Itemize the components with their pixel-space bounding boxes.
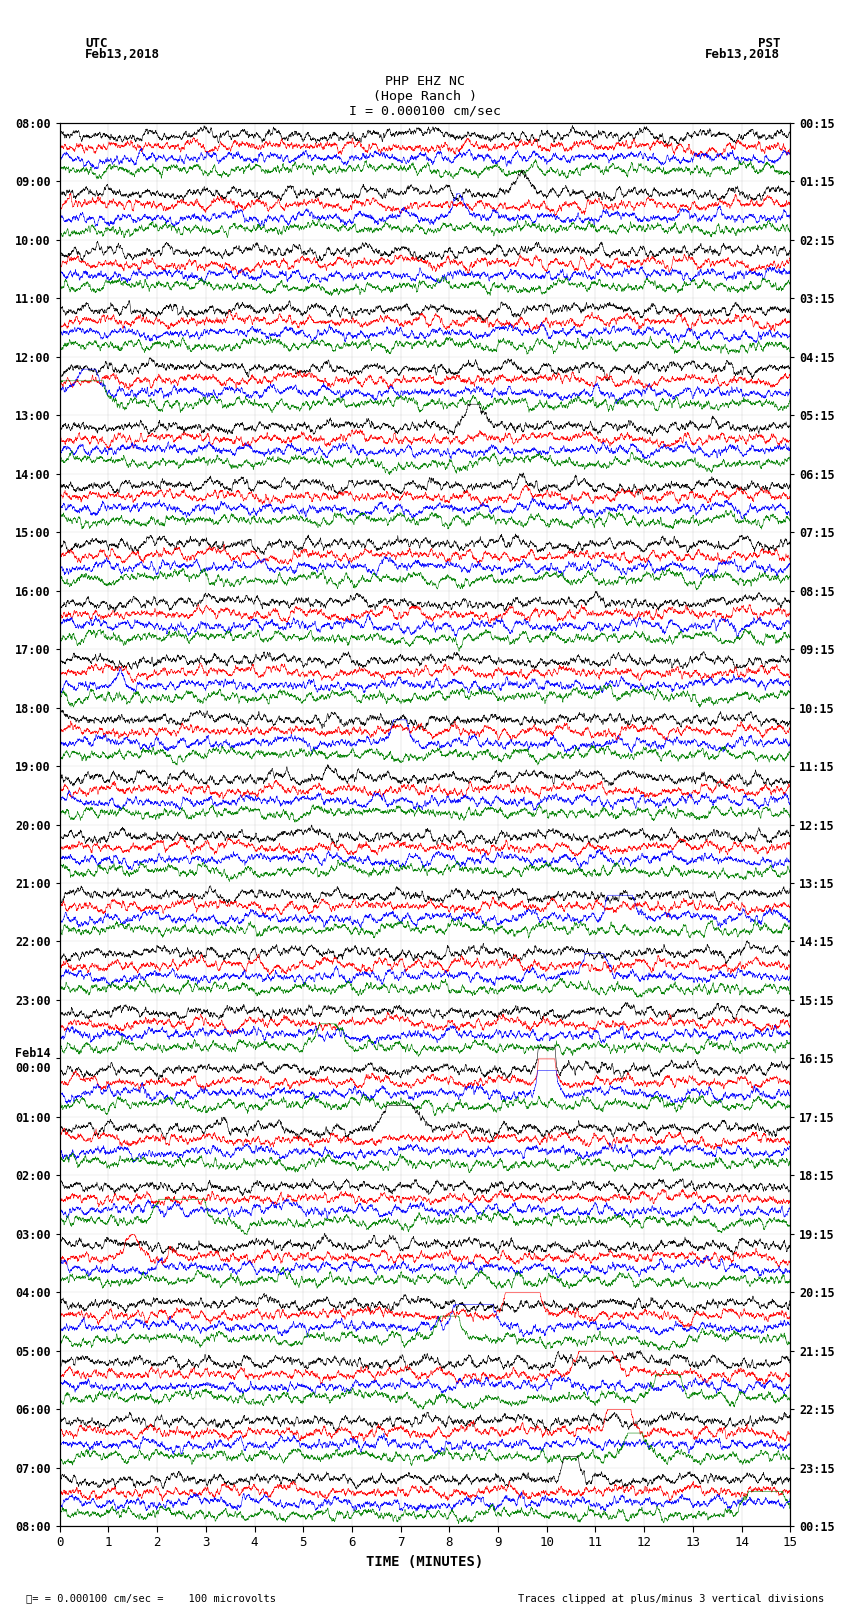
Text: Feb13,2018: Feb13,2018: [85, 48, 160, 61]
X-axis label: TIME (MINUTES): TIME (MINUTES): [366, 1555, 484, 1569]
Text: Feb13,2018: Feb13,2018: [706, 48, 780, 61]
Title: PHP EHZ NC
(Hope Ranch )
I = 0.000100 cm/sec: PHP EHZ NC (Hope Ranch ) I = 0.000100 cm…: [349, 74, 501, 118]
Text: UTC: UTC: [85, 37, 107, 50]
Text: Traces clipped at plus/minus 3 vertical divisions: Traces clipped at plus/minus 3 vertical …: [518, 1594, 824, 1603]
Text: ⎽= = 0.000100 cm/sec =    100 microvolts: ⎽= = 0.000100 cm/sec = 100 microvolts: [26, 1594, 275, 1603]
Text: PST: PST: [758, 37, 780, 50]
